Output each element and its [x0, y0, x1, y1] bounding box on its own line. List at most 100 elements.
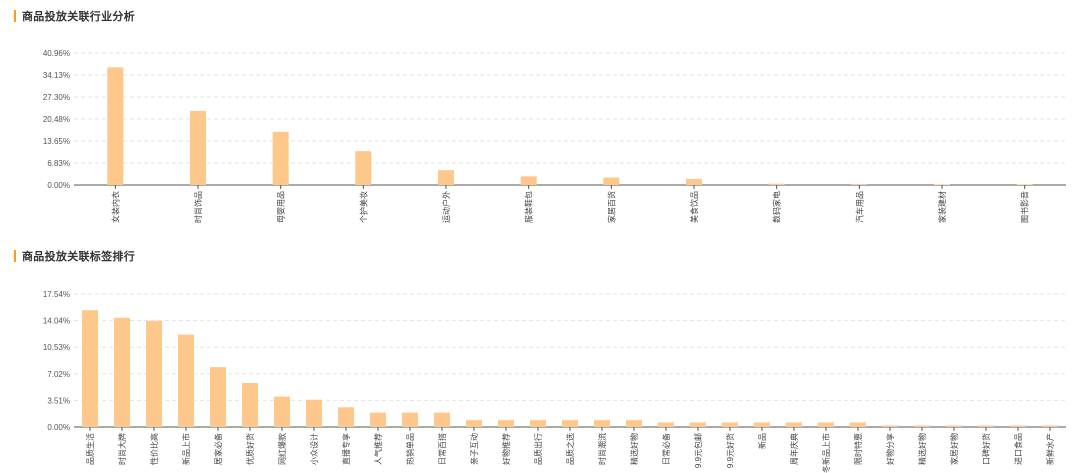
x-tick-label: 周年庆典: [789, 433, 799, 465]
bar: [466, 420, 482, 427]
x-tick-label: 母婴用品: [277, 191, 286, 223]
bar: [934, 184, 950, 185]
x-tick-label: 9.9元好货: [725, 433, 735, 468]
x-tick-label: 时尚潮流: [597, 433, 607, 465]
y-tick-label: 27.30%: [43, 93, 70, 102]
x-tick-label: 性价比高: [149, 433, 159, 465]
bar: [768, 183, 785, 185]
y-tick-label: 34.13%: [43, 71, 70, 80]
bar: [82, 310, 98, 427]
bar: [786, 422, 802, 427]
x-tick-label: 日常必备: [661, 433, 671, 465]
section-title: 商品投放关联标签排行: [22, 251, 135, 263]
bar: [242, 383, 258, 427]
bar: [178, 334, 194, 427]
title-accent-bar: [14, 10, 16, 22]
bar: [851, 184, 868, 185]
bar: [210, 367, 226, 427]
y-tick-label: 0.00%: [47, 423, 70, 432]
bar: [754, 422, 770, 427]
bar: [434, 412, 450, 427]
x-tick-label: 新鲜水产: [1045, 433, 1055, 465]
bar: [402, 412, 418, 427]
bar: [978, 425, 994, 427]
y-tick-label: 10.53%: [43, 343, 70, 352]
bar: [306, 399, 322, 427]
bar: [355, 151, 372, 185]
bar: [146, 320, 162, 427]
x-tick-label: 女装内衣: [110, 191, 120, 223]
y-tick-label: 7.02%: [47, 370, 70, 379]
x-tick-label: 好物推荐: [501, 433, 511, 465]
x-tick-label: 秋冬新品上市: [821, 433, 831, 473]
y-tick-label: 14.04%: [43, 317, 70, 326]
bar: [603, 177, 620, 185]
x-tick-label: 运动户外: [441, 191, 451, 223]
bar: [498, 420, 514, 427]
x-tick-label: 9.9元包邮: [693, 433, 703, 468]
y-tick-label: 17.54%: [43, 290, 70, 299]
x-tick-label: 精选好物: [629, 433, 639, 465]
x-tick-label: 美食饮品: [689, 191, 699, 223]
bar: [626, 420, 642, 427]
bar: [274, 396, 290, 427]
x-tick-label: 居家必备: [213, 433, 223, 465]
y-tick-label: 3.51%: [47, 396, 70, 405]
x-tick-label: 限时特惠: [853, 433, 863, 465]
section-header: 商品投放关联行业分析: [14, 9, 135, 23]
x-tick-label: 亲子互动: [469, 433, 479, 465]
bar: [114, 317, 130, 427]
x-tick-label: 服装鞋包: [524, 191, 534, 223]
x-tick-label: 图书影音: [1020, 191, 1030, 223]
x-tick-label: 个护美妆: [358, 191, 368, 223]
y-tick-label: 40.96%: [43, 49, 70, 58]
x-tick-label: 网红爆款: [277, 433, 287, 465]
x-tick-label: 家居好物: [949, 433, 959, 465]
x-tick-label: 家装建材: [937, 191, 947, 223]
x-tick-label: 热销单品: [405, 433, 415, 465]
x-tick-label: 优质好货: [245, 433, 255, 465]
x-tick-label: 品质生活: [85, 433, 95, 465]
bar: [914, 425, 930, 427]
bar: [658, 422, 674, 427]
section-header: 商品投放关联标签排行: [14, 249, 135, 263]
bar: [272, 131, 289, 185]
bar: [107, 67, 124, 185]
y-tick-label: 6.83%: [47, 159, 70, 168]
tag-ranking-panel: 商品投放关联标签排行 0.00% 3.51% 7.02% 10.53% 14.04% 17…: [0, 240, 1080, 473]
x-tick-label: 数码家电: [772, 191, 782, 223]
bar: [722, 422, 738, 427]
x-tick-label: 日常百搭: [437, 433, 447, 465]
bar: [594, 420, 610, 427]
bar: [438, 170, 454, 185]
y-tick-label: 0.00%: [47, 181, 70, 190]
bar: [686, 178, 702, 185]
bar: [690, 422, 706, 427]
bar: [882, 425, 898, 427]
bar: [818, 422, 834, 427]
x-tick-label: 进口食品: [1013, 433, 1023, 465]
x-tick-label: 直播专享: [341, 433, 351, 465]
x-tick-label: 小众设计: [309, 433, 319, 465]
x-tick-label: 新品: [757, 433, 767, 449]
x-tick-label: 口碑好货: [981, 433, 991, 465]
bar: [850, 422, 866, 427]
bar: [370, 412, 386, 427]
x-tick-label: 精选好物: [917, 433, 927, 465]
x-tick-label: 汽车用品: [854, 191, 864, 223]
bar: [520, 176, 537, 185]
x-tick-label: 人气推荐: [373, 433, 383, 465]
x-tick-label: 时尚饰品: [193, 191, 203, 223]
bar: [338, 407, 354, 427]
x-tick-label: 时尚大牌: [117, 433, 127, 465]
bar: [1010, 425, 1026, 427]
bar: [1042, 425, 1058, 427]
x-tick-label: 好物分享: [885, 433, 895, 465]
industry-analysis-panel: 商品投放关联行业分析 0.00% 6.83% 13.65% 20.48% 27.30% 3…: [14, 9, 1066, 223]
x-tick-label: 品质出行: [533, 433, 543, 465]
x-tick-label: 家居百货: [606, 191, 616, 223]
bar: [562, 420, 578, 427]
bar: [946, 425, 962, 427]
y-tick-label: 20.48%: [43, 115, 70, 124]
industry-bar-chart: 0.00% 6.83% 13.65% 20.48% 27.30% 34.13% 40.96%…: [43, 49, 1066, 223]
